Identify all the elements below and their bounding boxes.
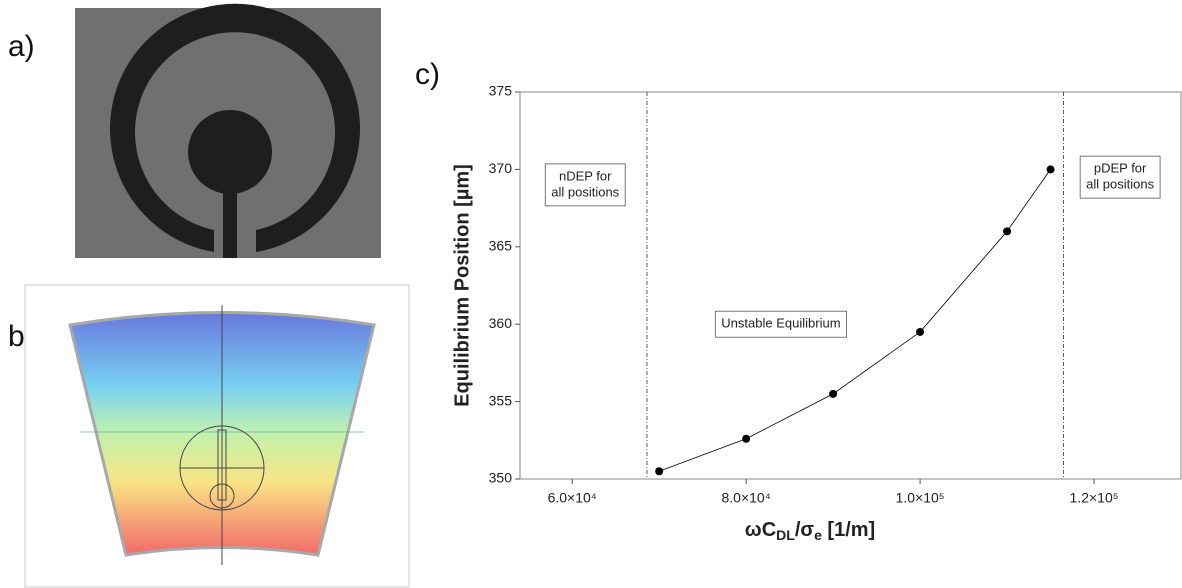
y-tick-label: 350 <box>489 470 513 486</box>
data-point <box>1003 227 1012 236</box>
electrode-photo <box>75 3 381 258</box>
x-axis-label-part: /σ <box>795 519 815 541</box>
y-tick-label: 355 <box>489 392 513 408</box>
chart: 350 355 360 365 370 375 6.0×10⁴ 8.0×10⁴ 1.0×10⁵ 1… <box>451 83 1182 543</box>
data-point <box>916 327 925 336</box>
y-tick-label: 375 <box>489 83 513 99</box>
x-axis-label-part: [1/m] <box>822 519 875 541</box>
x-tick-label: 1.2×10⁵ <box>1070 490 1119 506</box>
y-tick-label: 360 <box>489 315 513 331</box>
data-point <box>742 434 751 443</box>
annotation-text: all positions <box>551 184 619 199</box>
annotation-text: all positions <box>1086 177 1154 192</box>
panel-label: a) <box>8 30 35 63</box>
panel-label: c) <box>415 58 440 91</box>
x-tick-label: 6.0×10⁴ <box>548 490 597 506</box>
annotation-box <box>1079 155 1161 199</box>
x-axis-label-part: e <box>814 527 822 543</box>
plot-frame <box>519 91 1182 480</box>
data-point <box>829 389 838 398</box>
y-tick-label: 370 <box>489 160 513 176</box>
x-axis-label-part: DL <box>776 527 795 543</box>
annotation-text: Unstable Equilibrium <box>721 316 840 331</box>
annotation-text: pDEP for <box>1094 161 1147 176</box>
x-axis-label-part: ωC <box>745 519 776 541</box>
data-point <box>655 467 664 476</box>
y-axis-label: Equilibrium Position [µm] <box>451 164 473 407</box>
x-axis-label: ωCDL/σe [1/m] <box>745 519 875 542</box>
simulation-image <box>24 284 410 588</box>
data-point <box>1046 165 1055 174</box>
annotation-box <box>714 310 847 338</box>
y-tick-label: 365 <box>489 238 513 254</box>
series-line <box>659 169 1051 472</box>
annotation-text: nDEP for <box>559 168 612 183</box>
x-tick-label: 1.0×10⁵ <box>896 490 945 506</box>
annotation-box <box>544 163 626 207</box>
x-tick-label: 8.0×10⁴ <box>722 490 771 506</box>
